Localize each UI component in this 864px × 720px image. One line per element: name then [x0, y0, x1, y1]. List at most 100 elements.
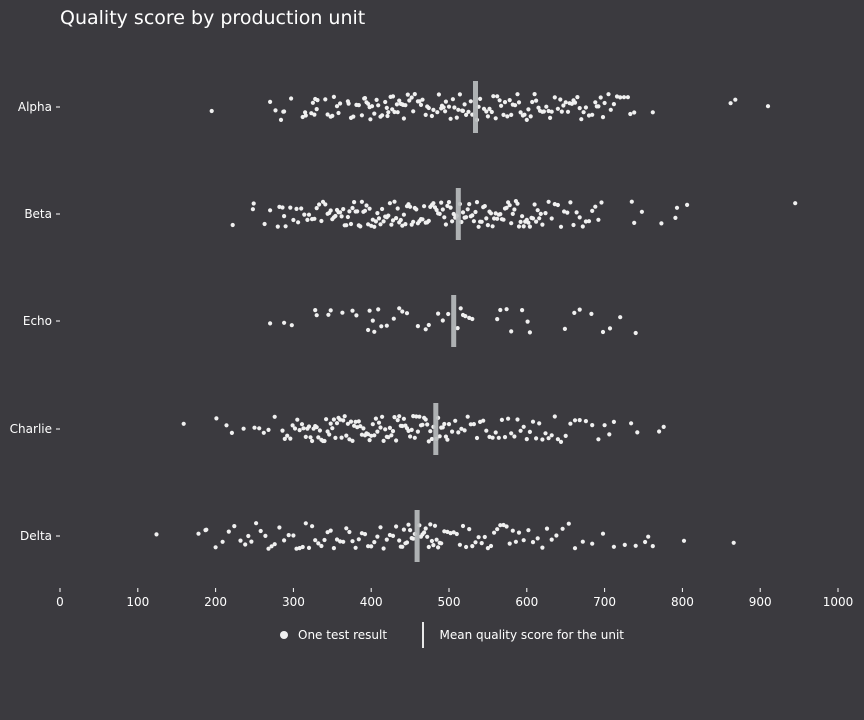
data-point-beta — [380, 206, 385, 212]
data-point-alpha — [362, 96, 368, 101]
data-point-alpha — [446, 104, 452, 109]
x-tick-label: 500 — [438, 595, 461, 609]
mean-marker-delta — [414, 510, 420, 562]
data-point-beta — [673, 215, 678, 220]
data-point-alpha — [491, 94, 496, 99]
data-point-echo — [400, 309, 405, 314]
data-point-delta — [408, 528, 413, 533]
data-point-beta — [473, 209, 478, 215]
data-point-alpha — [541, 109, 547, 114]
data-point-alpha — [621, 95, 627, 100]
data-point-alpha — [435, 110, 440, 115]
data-point-beta — [596, 217, 601, 222]
legend-label-point: One test result — [298, 628, 388, 642]
data-point-charlie — [474, 435, 480, 441]
data-point-charlie — [328, 421, 333, 426]
data-point-delta — [498, 523, 503, 528]
data-point-delta — [445, 529, 450, 535]
x-tick-label: 300 — [282, 595, 305, 609]
data-point-beta — [446, 200, 452, 205]
data-point-alpha — [366, 101, 371, 106]
data-point-delta — [611, 544, 617, 549]
data-point-charlie — [423, 417, 428, 422]
data-point-alpha — [618, 95, 623, 100]
data-point-charlie — [583, 419, 589, 424]
data-point-echo — [376, 307, 381, 312]
data-point-beta — [283, 224, 288, 229]
legend-item-point: One test result — [280, 622, 387, 648]
data-point-beta — [471, 219, 476, 224]
data-point-beta — [262, 221, 267, 227]
data-point-beta — [793, 201, 798, 206]
data-point-alpha — [565, 109, 571, 114]
data-point-alpha — [443, 109, 448, 114]
data-point-alpha — [403, 103, 408, 108]
data-point-delta — [313, 538, 318, 543]
data-point-charlie — [442, 421, 447, 427]
data-point-delta — [266, 546, 271, 551]
data-point-beta — [400, 223, 405, 228]
data-point-alpha — [602, 100, 607, 106]
data-point-delta — [516, 530, 522, 535]
x-tick-label: 600 — [515, 595, 538, 609]
data-point-charlie — [415, 429, 420, 434]
data-point-delta — [316, 541, 321, 546]
data-point-alpha — [632, 110, 637, 115]
data-point-beta — [465, 207, 470, 212]
data-point-delta — [204, 527, 209, 532]
data-point-beta — [538, 211, 543, 216]
data-point-alpha — [412, 92, 417, 97]
data-point-charlie — [266, 427, 271, 432]
data-point-alpha — [397, 98, 402, 103]
data-point-delta — [369, 544, 374, 549]
data-point-delta — [286, 533, 291, 538]
data-point-alpha — [600, 115, 606, 120]
data-point-beta — [344, 223, 349, 228]
data-point-alpha — [528, 114, 533, 119]
data-point-alpha — [552, 95, 557, 100]
data-point-echo — [379, 324, 384, 329]
data-point-echo — [423, 327, 428, 332]
data-point-charlie — [414, 414, 419, 419]
data-point-alpha — [555, 106, 561, 111]
data-point-alpha — [484, 109, 489, 114]
data-point-delta — [566, 521, 571, 526]
data-point-alpha — [390, 94, 396, 99]
x-tick-label: 100 — [126, 595, 149, 609]
data-point-delta — [400, 544, 405, 549]
data-point-beta — [546, 199, 551, 204]
data-point-alpha — [325, 112, 330, 117]
data-point-alpha — [549, 109, 554, 114]
data-point-charlie — [496, 435, 501, 440]
data-point-beta — [362, 208, 368, 213]
data-point-charlie — [347, 437, 352, 442]
data-point-delta — [521, 538, 526, 543]
data-point-delta — [319, 543, 324, 549]
data-point-delta — [338, 539, 343, 544]
data-point-charlie — [214, 416, 219, 421]
data-point-charlie — [527, 429, 533, 434]
mean-marker-beta — [455, 188, 461, 240]
data-point-alpha — [596, 104, 601, 109]
data-point-charlie — [459, 426, 464, 431]
data-point-alpha — [561, 103, 566, 108]
data-point-charlie — [406, 428, 411, 433]
data-point-charlie — [392, 415, 397, 420]
data-point-delta — [423, 526, 428, 531]
data-point-alpha — [420, 97, 425, 102]
data-point-beta — [555, 202, 561, 208]
data-point-alpha — [289, 96, 294, 101]
data-point-alpha — [590, 112, 595, 117]
data-point-beta — [450, 219, 455, 224]
data-point-charlie — [506, 416, 511, 421]
data-point-delta — [404, 540, 410, 545]
data-point-delta — [154, 532, 159, 537]
data-point-charlie — [395, 418, 400, 423]
data-point-delta — [681, 538, 687, 543]
data-point-delta — [510, 528, 515, 533]
data-point-alpha — [330, 113, 335, 118]
data-point-beta — [530, 216, 536, 221]
mean-marker-charlie — [433, 403, 439, 455]
data-point-charlie — [521, 424, 526, 429]
data-point-charlie — [257, 426, 262, 431]
